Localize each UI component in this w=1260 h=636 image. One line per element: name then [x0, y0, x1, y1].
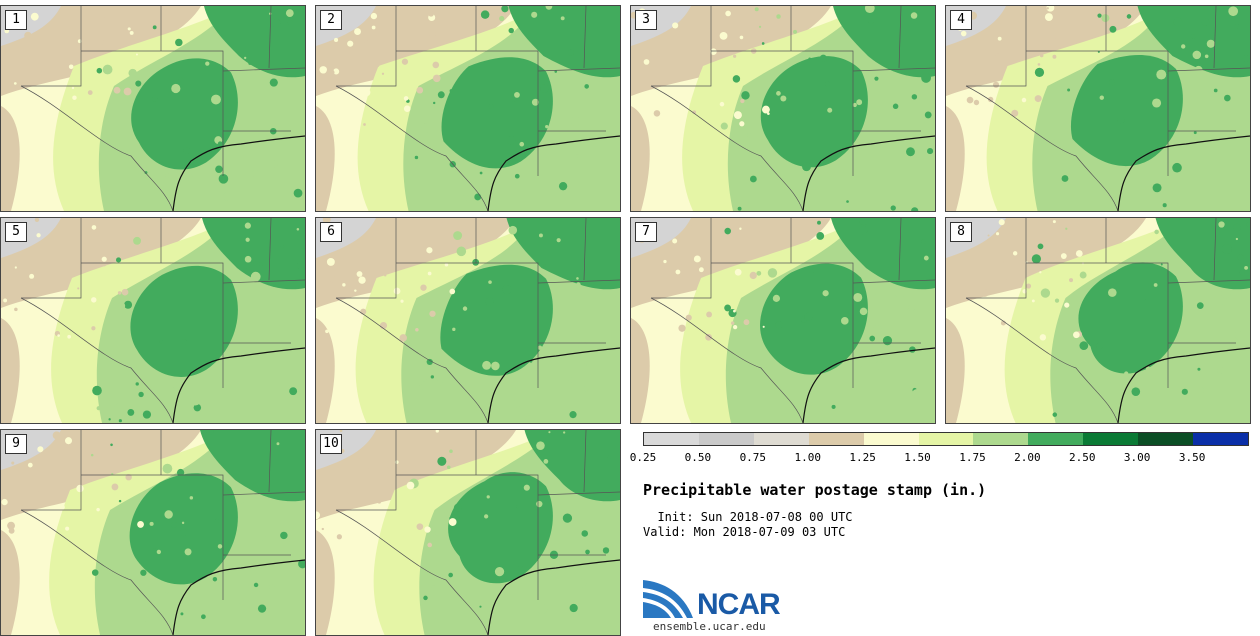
colorbar-segment — [644, 433, 699, 445]
colorbar-tick-label: 1.75 — [959, 451, 986, 464]
precip-map — [1, 218, 305, 423]
valid-time: Valid: Mon 2018-07-09 03 UTC — [643, 525, 846, 539]
precip-map — [316, 6, 620, 211]
stamp-panel: 8 — [945, 217, 1251, 424]
colorbar-segment — [1083, 433, 1139, 445]
stamp-panel: 10 — [315, 429, 621, 636]
stamp-panel: 6 — [315, 217, 621, 424]
precip-map — [946, 6, 1250, 211]
colorbar-segment — [1028, 433, 1084, 445]
panel-number-label: 10 — [320, 434, 342, 454]
colorbar-segment — [973, 433, 1029, 445]
panel-number-label: 1 — [5, 10, 27, 30]
precip-map — [1, 6, 305, 211]
panel-number-label: 3 — [635, 10, 657, 30]
colorbar-ticks: 0.25 0.50 0.75 1.00 1.25 1.50 1.75 2.00 2.50 3.00… — [630, 451, 1260, 465]
stamp-panel: 4 — [945, 5, 1251, 212]
stamp-panel: 1 — [0, 5, 306, 212]
colorbar-tick-label: 2.00 — [1014, 451, 1041, 464]
colorbar-tick-label: 3.50 — [1178, 451, 1206, 464]
stamp-panel: 7 — [630, 217, 936, 424]
colorbar — [643, 432, 1249, 446]
panel-number-label: 2 — [320, 10, 342, 30]
colorbar-segment — [1193, 433, 1248, 445]
colorbar-segment — [863, 433, 919, 445]
colorbar-segment — [918, 433, 974, 445]
precip-map — [1, 430, 305, 635]
colorbar-tick-label: 0.50 — [684, 451, 712, 464]
panel-number-label: 7 — [635, 222, 657, 242]
colorbar-segment — [1138, 433, 1194, 445]
panel-number-label: 9 — [5, 434, 27, 454]
stamp-panel: 3 — [630, 5, 936, 212]
colorbar-segment — [808, 433, 864, 445]
colorbar-tick-label: 1.00 — [794, 451, 821, 464]
site-url: ensemble.ucar.edu — [653, 620, 766, 633]
colorbar-tick-label: 3.00 — [1123, 451, 1151, 464]
ncar-logo-text: NCAR — [697, 588, 781, 621]
precip-map — [946, 218, 1250, 423]
ncar-logo-icon — [643, 580, 693, 618]
panel-number-label: 4 — [950, 10, 972, 30]
panel-number-label: 6 — [320, 222, 342, 242]
stamp-panel: 5 — [0, 217, 306, 424]
colorbar-tick-label: 1.50 — [904, 451, 931, 464]
precip-map — [631, 218, 935, 423]
stamp-panel: 9 — [0, 429, 306, 636]
colorbar-tick-label: 1.25 — [849, 451, 876, 464]
colorbar-tick-label: 0.75 — [739, 451, 767, 464]
panel-number-label: 5 — [5, 222, 27, 242]
panel-number-label: 8 — [950, 222, 972, 242]
precip-map — [316, 218, 620, 423]
colorbar-tick-label: 0.25 — [629, 451, 657, 464]
init-time: Init: Sun 2018-07-08 00 UTC — [643, 510, 853, 524]
colorbar-segment — [698, 433, 754, 445]
colorbar-segment — [753, 433, 809, 445]
precip-map — [631, 6, 935, 211]
colorbar-tick-label: 2.50 — [1069, 451, 1096, 464]
plot-title: Precipitable water postage stamp (in.) — [643, 481, 987, 499]
precip-map — [316, 430, 620, 635]
stamp-panel: 2 — [315, 5, 621, 212]
